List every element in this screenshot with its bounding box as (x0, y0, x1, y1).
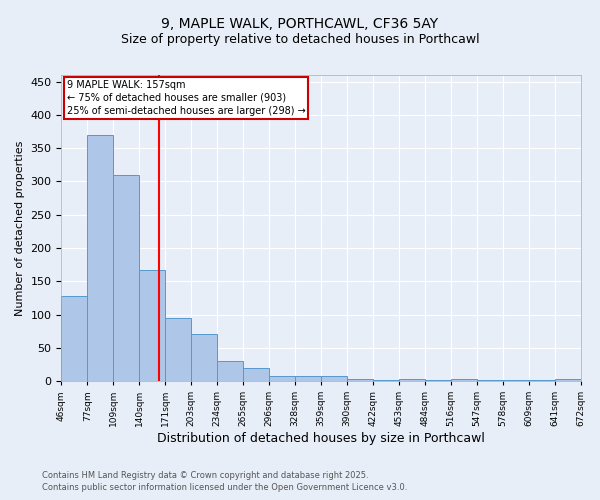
Bar (139, 270, 165, 381)
Y-axis label: Number of detached properties: Number of detached properties (15, 140, 25, 316)
Bar (243, 368, 269, 381)
Bar (61, 296, 88, 381)
Text: 9 MAPLE WALK: 157sqm
← 75% of detached houses are smaller (903)
25% of semi-deta: 9 MAPLE WALK: 157sqm ← 75% of detached h… (67, 80, 305, 116)
Bar (191, 334, 217, 381)
Text: Size of property relative to detached houses in Porthcawl: Size of property relative to detached ho… (121, 32, 479, 46)
Bar (217, 361, 243, 381)
Text: 9, MAPLE WALK, PORTHCAWL, CF36 5AY: 9, MAPLE WALK, PORTHCAWL, CF36 5AY (161, 18, 439, 32)
Bar (476, 380, 503, 381)
Bar (347, 379, 373, 381)
Bar (113, 175, 139, 381)
Bar (399, 379, 425, 381)
Bar (425, 380, 451, 381)
Text: Contains HM Land Registry data © Crown copyright and database right 2025.: Contains HM Land Registry data © Crown c… (42, 470, 368, 480)
Bar (321, 376, 347, 381)
X-axis label: Distribution of detached houses by size in Porthcawl: Distribution of detached houses by size … (157, 432, 485, 445)
Bar (295, 376, 321, 381)
Bar (165, 318, 191, 381)
Bar (554, 379, 581, 381)
Text: Contains public sector information licensed under the Open Government Licence v3: Contains public sector information licen… (42, 483, 407, 492)
Bar (451, 379, 476, 381)
Bar (269, 376, 295, 381)
Bar (529, 380, 554, 381)
Bar (88, 135, 113, 381)
Bar (503, 380, 529, 381)
Bar (373, 380, 399, 381)
